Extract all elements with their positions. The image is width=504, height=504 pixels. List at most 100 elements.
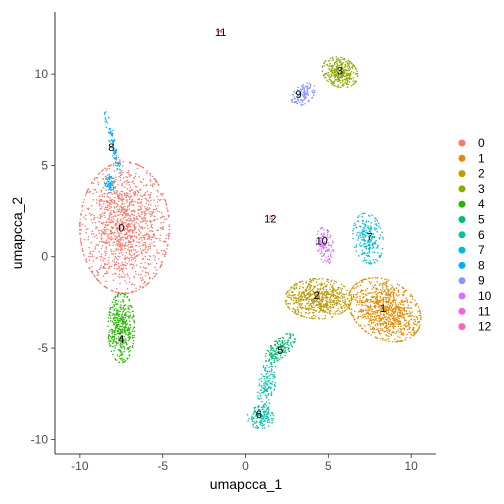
data-point: [103, 195, 106, 198]
data-point: [331, 72, 334, 74]
data-point: [111, 140, 113, 142]
cluster-points-11: [216, 29, 223, 34]
data-point: [132, 315, 134, 318]
data-point: [365, 294, 368, 297]
data-point: [292, 291, 294, 294]
data-point: [113, 206, 116, 209]
data-point: [369, 325, 372, 328]
data-point: [166, 245, 169, 247]
data-point: [260, 377, 262, 379]
data-point: [350, 294, 352, 297]
data-point: [286, 341, 289, 344]
data-point: [96, 274, 99, 277]
data-point: [335, 310, 338, 312]
data-point: [104, 177, 107, 179]
data-point: [152, 244, 155, 247]
x-tick-label: -5: [157, 459, 168, 473]
data-point: [270, 391, 273, 393]
data-point: [313, 297, 315, 300]
data-point: [156, 195, 159, 198]
data-point: [420, 314, 422, 317]
data-point: [354, 224, 357, 226]
data-point: [408, 328, 410, 330]
data-point: [111, 227, 114, 230]
data-point: [323, 259, 326, 261]
data-point: [364, 304, 366, 307]
data-point: [149, 210, 151, 213]
data-point: [85, 228, 88, 231]
data-point: [310, 299, 313, 301]
data-point: [139, 208, 141, 211]
data-point: [328, 257, 331, 260]
data-point: [363, 325, 366, 327]
data-point: [122, 209, 124, 211]
data-point: [304, 296, 306, 298]
data-point: [138, 254, 140, 256]
data-point: [109, 222, 112, 224]
data-point: [105, 239, 108, 242]
data-point: [123, 228, 126, 230]
data-point: [260, 412, 262, 415]
data-point: [112, 129, 114, 131]
data-point: [117, 319, 119, 322]
data-point: [296, 298, 299, 300]
data-point: [256, 426, 259, 428]
data-point: [355, 297, 357, 299]
data-point: [376, 298, 378, 300]
data-point: [150, 238, 153, 241]
data-point: [408, 331, 410, 334]
data-point: [269, 414, 272, 417]
data-point: [312, 279, 314, 282]
data-point: [376, 277, 378, 279]
data-point: [158, 199, 161, 202]
data-point: [130, 228, 133, 231]
data-point: [336, 60, 339, 62]
data-point: [109, 335, 112, 337]
data-point: [310, 285, 313, 287]
data-point: [325, 249, 327, 251]
cluster-label-1: 1: [380, 303, 386, 315]
data-point: [259, 423, 262, 426]
data-point: [329, 310, 332, 312]
data-point: [118, 210, 120, 212]
data-point: [327, 258, 330, 261]
data-point: [265, 405, 268, 407]
data-point: [94, 188, 97, 191]
data-point: [402, 301, 404, 304]
data-point: [371, 308, 373, 310]
data-point: [353, 83, 355, 85]
data-point: [407, 312, 409, 314]
data-point: [256, 412, 259, 415]
data-point: [125, 251, 127, 254]
data-point: [121, 357, 123, 360]
data-point: [129, 234, 131, 237]
data-point: [379, 227, 382, 229]
data-point: [329, 76, 332, 79]
data-point: [159, 237, 161, 240]
data-point: [117, 338, 120, 340]
data-point: [293, 284, 295, 286]
data-point: [108, 185, 111, 188]
data-point: [95, 277, 98, 280]
data-point: [138, 234, 141, 236]
data-point: [131, 335, 134, 337]
data-point: [326, 284, 328, 286]
data-point: [373, 311, 376, 313]
data-point: [95, 202, 98, 204]
cluster-points-6: [246, 358, 277, 430]
data-point: [121, 276, 123, 279]
data-point: [352, 229, 354, 232]
data-point: [155, 272, 158, 275]
data-point: [148, 237, 151, 239]
data-point: [398, 309, 401, 312]
data-point: [152, 183, 154, 185]
data-point: [342, 69, 345, 71]
data-point: [324, 60, 327, 62]
data-point: [156, 210, 158, 212]
data-point: [115, 337, 118, 340]
data-point: [127, 169, 130, 172]
data-point: [299, 298, 302, 301]
data-point: [303, 292, 305, 294]
data-point: [369, 301, 371, 304]
data-point: [346, 69, 348, 71]
